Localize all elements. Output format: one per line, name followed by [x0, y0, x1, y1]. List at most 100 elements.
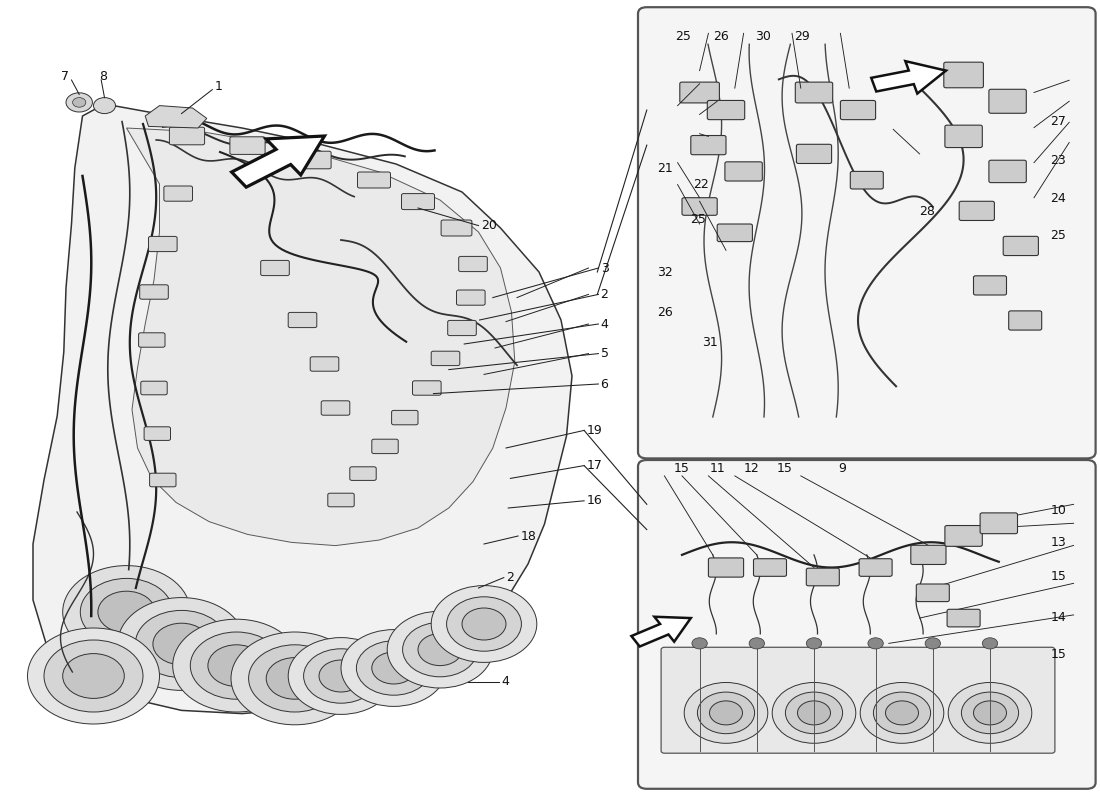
Text: 4: 4: [601, 318, 608, 330]
Text: 26: 26: [657, 306, 672, 318]
FancyBboxPatch shape: [431, 351, 460, 366]
Circle shape: [447, 597, 521, 651]
Circle shape: [319, 660, 363, 692]
Circle shape: [153, 623, 210, 665]
Circle shape: [44, 640, 143, 712]
FancyBboxPatch shape: [682, 198, 717, 215]
Text: 22: 22: [693, 178, 708, 190]
Text: 5: 5: [601, 347, 608, 360]
Circle shape: [798, 701, 830, 725]
Text: 4: 4: [502, 675, 509, 688]
Circle shape: [692, 638, 707, 649]
FancyBboxPatch shape: [328, 493, 354, 507]
FancyBboxPatch shape: [974, 276, 1006, 295]
FancyBboxPatch shape: [164, 186, 192, 201]
FancyBboxPatch shape: [310, 357, 339, 371]
Circle shape: [418, 634, 462, 666]
Circle shape: [806, 638, 822, 649]
Text: 25: 25: [690, 213, 705, 226]
FancyBboxPatch shape: [947, 610, 980, 627]
Text: 23: 23: [1050, 154, 1066, 166]
FancyBboxPatch shape: [945, 526, 982, 546]
Text: 14: 14: [1050, 611, 1066, 624]
FancyBboxPatch shape: [261, 260, 289, 275]
Text: 30: 30: [755, 30, 770, 42]
FancyBboxPatch shape: [372, 439, 398, 454]
FancyBboxPatch shape: [691, 135, 726, 154]
Circle shape: [697, 692, 755, 734]
Circle shape: [886, 701, 918, 725]
FancyBboxPatch shape: [456, 290, 485, 305]
Circle shape: [63, 654, 124, 698]
Circle shape: [868, 638, 883, 649]
Text: 10: 10: [1050, 504, 1066, 517]
FancyBboxPatch shape: [448, 320, 476, 336]
Circle shape: [63, 566, 190, 658]
FancyBboxPatch shape: [707, 101, 745, 120]
Text: 25: 25: [1050, 229, 1066, 242]
FancyBboxPatch shape: [148, 237, 177, 251]
Text: 2: 2: [506, 571, 514, 584]
FancyBboxPatch shape: [288, 312, 317, 328]
Polygon shape: [33, 104, 572, 714]
Circle shape: [403, 622, 477, 677]
Text: 2: 2: [601, 288, 608, 301]
Text: 1: 1: [214, 80, 222, 93]
Text: 12: 12: [744, 462, 759, 474]
Polygon shape: [145, 106, 207, 128]
Circle shape: [288, 638, 394, 714]
FancyBboxPatch shape: [230, 137, 265, 154]
FancyBboxPatch shape: [459, 256, 487, 271]
FancyBboxPatch shape: [638, 460, 1096, 789]
Circle shape: [974, 701, 1006, 725]
FancyBboxPatch shape: [989, 90, 1026, 114]
FancyBboxPatch shape: [795, 82, 833, 103]
Circle shape: [710, 701, 742, 725]
Text: 20: 20: [481, 219, 496, 232]
Circle shape: [873, 692, 931, 734]
Polygon shape: [631, 617, 691, 646]
Circle shape: [190, 632, 283, 699]
Text: 11: 11: [710, 462, 725, 474]
Circle shape: [66, 93, 92, 112]
FancyBboxPatch shape: [725, 162, 762, 181]
FancyBboxPatch shape: [638, 7, 1096, 458]
FancyBboxPatch shape: [916, 584, 949, 602]
Circle shape: [356, 641, 431, 695]
FancyBboxPatch shape: [141, 381, 167, 394]
Text: 17: 17: [586, 459, 602, 472]
FancyBboxPatch shape: [840, 101, 876, 120]
FancyBboxPatch shape: [321, 401, 350, 415]
Text: 3: 3: [601, 262, 608, 274]
FancyBboxPatch shape: [717, 224, 752, 242]
Text: 16: 16: [586, 494, 602, 507]
Text: 7: 7: [60, 70, 68, 82]
Text: 9: 9: [838, 462, 846, 474]
Circle shape: [925, 638, 940, 649]
FancyBboxPatch shape: [661, 647, 1055, 754]
FancyBboxPatch shape: [412, 381, 441, 395]
Text: 28: 28: [920, 205, 935, 218]
FancyBboxPatch shape: [1009, 311, 1042, 330]
Circle shape: [372, 652, 416, 684]
Text: 6: 6: [601, 378, 608, 390]
FancyBboxPatch shape: [150, 473, 176, 486]
FancyBboxPatch shape: [350, 467, 376, 480]
Text: 15: 15: [1050, 648, 1066, 661]
Circle shape: [431, 586, 537, 662]
Text: 31: 31: [702, 336, 717, 349]
Circle shape: [684, 682, 768, 743]
Text: 8: 8: [99, 70, 107, 82]
Circle shape: [860, 682, 944, 743]
FancyBboxPatch shape: [441, 220, 472, 236]
FancyBboxPatch shape: [680, 82, 719, 103]
FancyBboxPatch shape: [806, 568, 839, 586]
Polygon shape: [871, 61, 946, 94]
Circle shape: [948, 682, 1032, 743]
Circle shape: [73, 98, 86, 107]
Text: 15: 15: [1050, 570, 1066, 582]
FancyBboxPatch shape: [402, 194, 434, 210]
Circle shape: [785, 692, 843, 734]
Circle shape: [80, 578, 173, 646]
Circle shape: [98, 591, 155, 633]
